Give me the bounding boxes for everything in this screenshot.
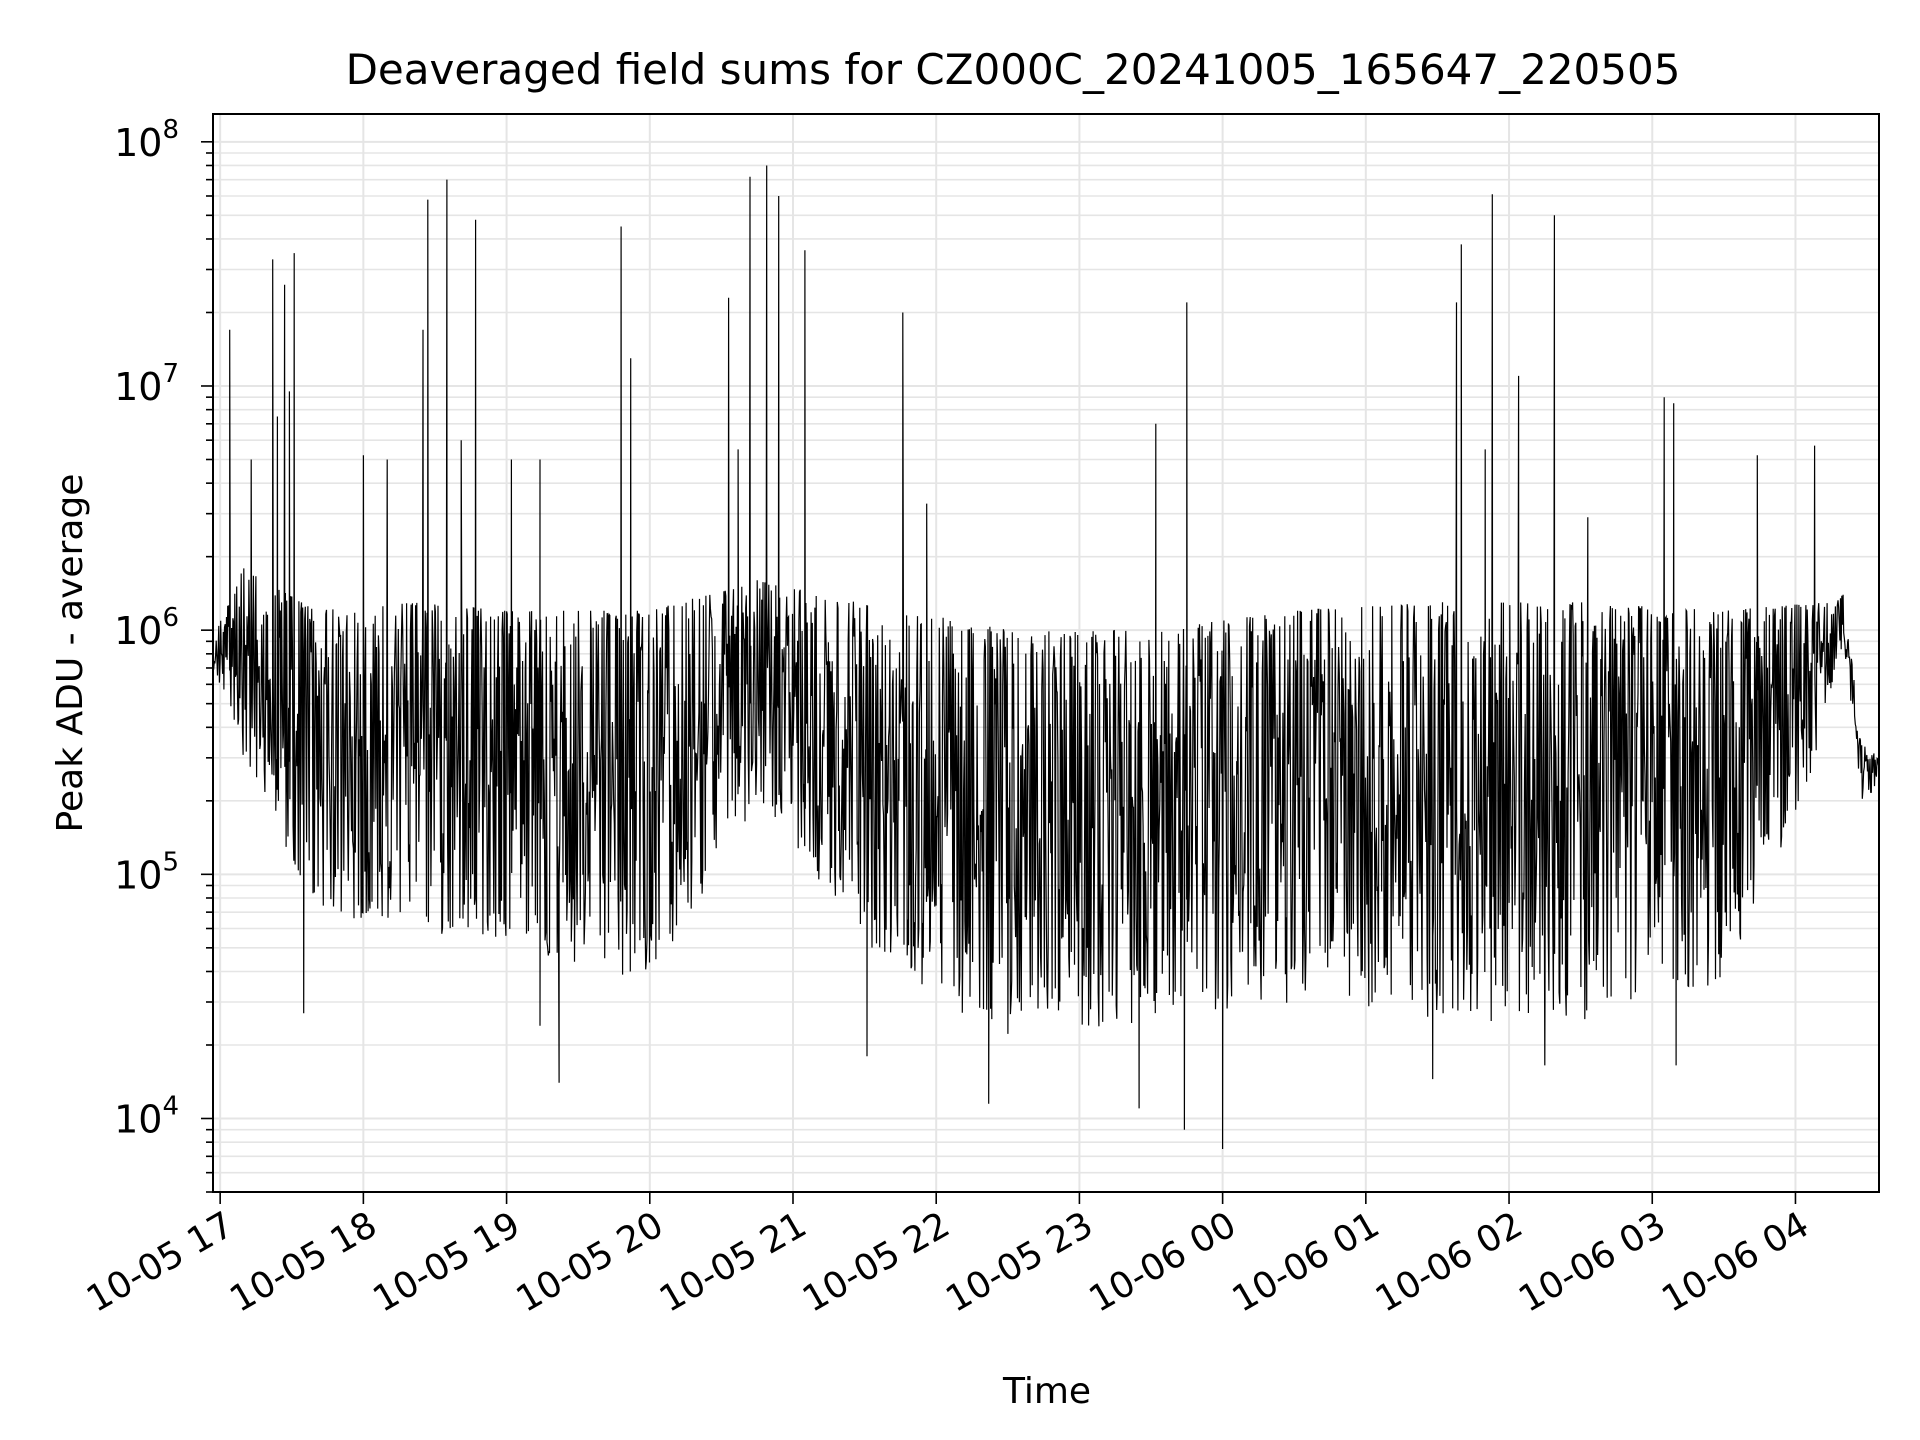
series-trace bbox=[212, 165, 1880, 1150]
y-tick-label: 108 bbox=[114, 115, 179, 165]
plot-frame bbox=[212, 113, 1880, 1193]
series-line bbox=[212, 165, 1880, 1150]
x-axis-label: Time bbox=[1002, 1371, 1091, 1412]
y-tick-label: 106 bbox=[114, 603, 179, 653]
y-axis-label: Peak ADU - average bbox=[50, 474, 91, 833]
chart-title: Deaveraged field sums for CZ000C_2024100… bbox=[346, 45, 1681, 94]
y-tick-label: 107 bbox=[114, 359, 179, 409]
y-tick-label: 105 bbox=[114, 847, 179, 897]
y-tick-label: 104 bbox=[114, 1091, 179, 1141]
